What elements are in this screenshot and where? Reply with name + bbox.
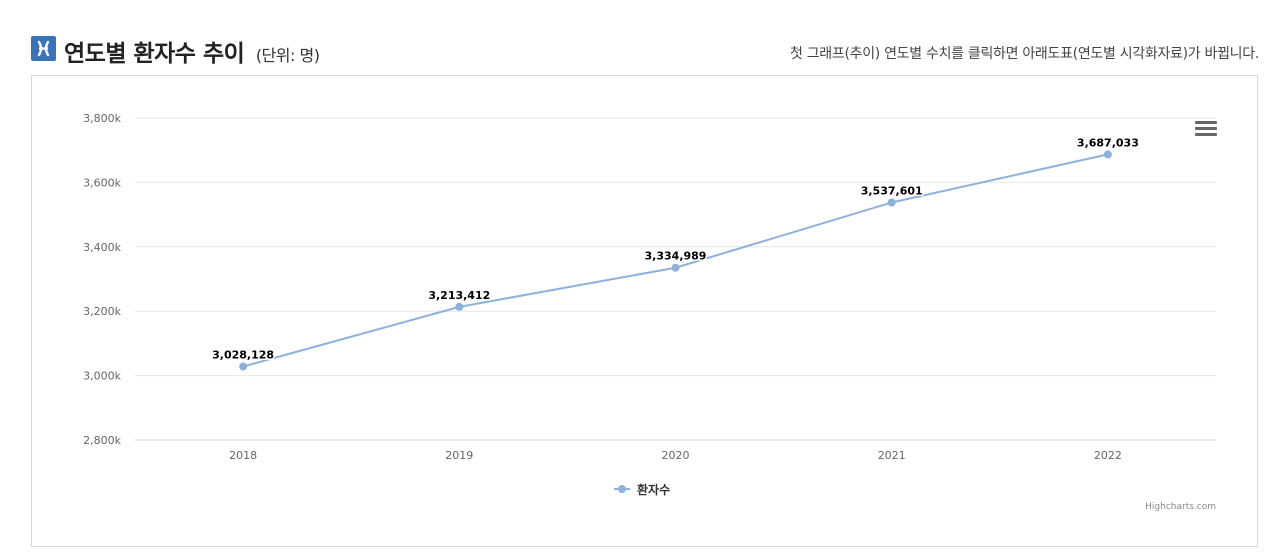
y-tick-label: 3,600k: [83, 176, 121, 189]
line-chart: 2,800k 3,000k 3,200k 3,400k 3,600k 3,800k 2018…: [83, 112, 1216, 497]
title-text: 연도별 환자수 추이: [64, 41, 245, 67]
data-point[interactable]: [455, 302, 464, 311]
data-label: 3,687,033: [1077, 136, 1139, 149]
x-tick-label: 2021: [878, 449, 906, 462]
y-tick-label: 3,400k: [83, 241, 121, 254]
data-point[interactable]: [671, 263, 680, 272]
title-unit: (단위: 명): [255, 46, 320, 65]
chart-container: 2,800k 3,000k 3,200k 3,400k 3,600k 3,800k 2018…: [31, 75, 1258, 547]
chart-instruction: 첫 그래프(추이) 연도별 수치를 클릭하면 아래도표(연도별 시각화자료)가 …: [790, 46, 1259, 62]
data-label: 3,213,412: [428, 289, 490, 302]
data-label: 3,537,601: [861, 184, 923, 197]
data-label: 3,028,128: [212, 349, 274, 362]
data-label: 3,334,989: [645, 250, 707, 263]
x-tick-label: 2022: [1094, 449, 1122, 462]
y-tick-label: 3,800k: [83, 112, 121, 125]
y-tick-label: 3,200k: [83, 305, 121, 318]
header: 연도별 환자수 추이 (단위: 명) 첫 그래프(추이) 연도별 수치를 클릭하…: [31, 30, 1259, 70]
data-point[interactable]: [887, 198, 896, 207]
x-tick-label: 2018: [229, 449, 257, 462]
legend-label[interactable]: 환자수: [637, 482, 670, 497]
chart-title-icon: [31, 36, 56, 61]
hamburger-menu-icon[interactable]: [1195, 121, 1217, 139]
data-point[interactable]: [239, 362, 248, 371]
x-tick-label: 2019: [445, 449, 473, 462]
data-point[interactable]: [1103, 150, 1112, 159]
page-title: 연도별 환자수 추이 (단위: 명): [64, 34, 320, 68]
y-tick-label: 3,000k: [83, 370, 121, 383]
legend-marker[interactable]: [618, 485, 626, 493]
y-tick-label: 2,800k: [83, 434, 121, 447]
x-tick-label: 2020: [662, 449, 690, 462]
credits-link[interactable]: Highcharts.com: [1145, 502, 1216, 512]
